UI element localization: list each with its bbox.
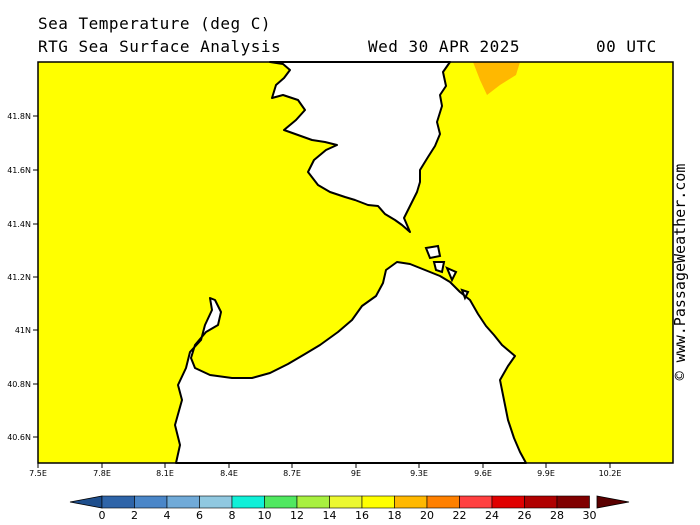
- colorbar-swatch: [101, 495, 135, 509]
- colorbar-label: 16: [355, 509, 369, 522]
- sardinia-landmass: [174, 261, 527, 464]
- lat-label: 41.6N: [7, 166, 31, 175]
- colorbar-label: 12: [290, 509, 304, 522]
- colorbar-swatch: [524, 495, 558, 509]
- colorbar-label: 24: [485, 509, 499, 522]
- colorbar-swatch: [426, 495, 460, 509]
- colorbar-label: 18: [388, 509, 402, 522]
- colorbar-swatch: [166, 495, 200, 509]
- lat-label: 41N: [15, 326, 31, 335]
- latitude-ticks: 41.8N 41.6N 41.4N 41.2N 41N 40.8N 40.6N: [7, 112, 38, 442]
- temperature-colorbar: 0 2 4 6 8 10 12 14 16 18 20 22 24 26 28 …: [69, 495, 630, 522]
- website-credit: © www.PassageWeather.com: [671, 163, 689, 381]
- lat-label: 40.6N: [7, 433, 31, 442]
- lon-label: 7.8E: [93, 469, 111, 478]
- colorbar-high-arrow: [596, 495, 630, 509]
- lat-label: 41.2N: [7, 273, 31, 282]
- colorbar-swatch: [134, 495, 168, 509]
- colorbar-swatch: [491, 495, 525, 509]
- lon-label: 9.3E: [410, 469, 428, 478]
- colorbar-swatch: [231, 495, 265, 509]
- lon-label: 9.6E: [474, 469, 492, 478]
- colorbar-label: 30: [583, 509, 597, 522]
- lon-label: 8.7E: [283, 469, 301, 478]
- lon-label: 9.9E: [537, 469, 555, 478]
- forecast-date: Wed 30 APR 2025: [368, 37, 520, 56]
- colorbar-label: 2: [131, 509, 138, 522]
- colorbar-label: 20: [420, 509, 434, 522]
- colorbar-swatch: [264, 495, 298, 509]
- colorbar-swatch: [199, 495, 233, 509]
- lat-label: 41.8N: [7, 112, 31, 121]
- colorbar-swatch: [361, 495, 395, 509]
- colorbar-label: 8: [229, 509, 236, 522]
- colorbar-swatch: [556, 495, 590, 509]
- colorbar-label: 10: [258, 509, 272, 522]
- lat-label: 40.8N: [7, 380, 31, 389]
- colorbar-label: 26: [518, 509, 532, 522]
- corsica-landmass: [269, 61, 451, 233]
- map-subtitle: RTG Sea Surface Analysis: [38, 37, 282, 56]
- colorbar-label: 6: [196, 509, 203, 522]
- lat-label: 41.4N: [7, 220, 31, 229]
- colorbar-swatch: [459, 495, 493, 509]
- longitude-ticks: 7.5E 7.8E 8.1E 8.4E 8.7E 9E 9.3E 9.6E 9.…: [29, 463, 621, 478]
- lon-label: 8.4E: [220, 469, 238, 478]
- forecast-time: 00 UTC: [596, 37, 657, 56]
- colorbar-label: 0: [99, 509, 106, 522]
- lon-label: 7.5E: [29, 469, 47, 478]
- map-title: Sea Temperature (deg C): [38, 14, 272, 33]
- colorbar-label: 4: [164, 509, 171, 522]
- lon-label: 10.2E: [599, 469, 622, 478]
- la-maddalena-islands: [424, 244, 470, 301]
- colorbar-swatch: [394, 495, 428, 509]
- colorbar-low-arrow: [69, 495, 103, 509]
- warm-water-patch: [473, 62, 520, 95]
- lon-label: 9E: [351, 469, 361, 478]
- colorbar-swatch: [329, 495, 363, 509]
- colorbar-swatch: [296, 495, 330, 509]
- colorbar-label: 22: [453, 509, 467, 522]
- colorbar-label: 28: [550, 509, 564, 522]
- colorbar-label: 14: [323, 509, 337, 522]
- lon-label: 8.1E: [156, 469, 174, 478]
